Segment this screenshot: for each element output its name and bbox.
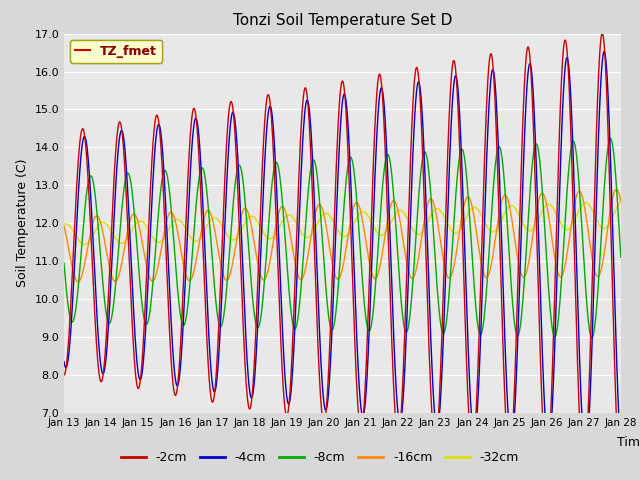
-2cm — [518, 149, 525, 155]
-8cm — [617, 254, 625, 260]
-16cm — [273, 218, 281, 224]
-8cm — [607, 136, 614, 142]
-8cm — [476, 330, 483, 336]
-16cm — [518, 273, 525, 278]
Legend: -2cm, -4cm, -8cm, -16cm, -32cm: -2cm, -4cm, -8cm, -16cm, -32cm — [116, 446, 524, 469]
-2cm — [161, 228, 169, 234]
Line: -8cm: -8cm — [64, 139, 621, 338]
-32cm — [273, 229, 281, 235]
-2cm — [394, 433, 402, 439]
-32cm — [60, 222, 68, 228]
-4cm — [422, 203, 430, 208]
-32cm — [617, 199, 625, 205]
-2cm — [476, 321, 483, 326]
-32cm — [518, 218, 525, 224]
-4cm — [394, 409, 402, 415]
-4cm — [600, 48, 608, 54]
-4cm — [582, 450, 589, 456]
X-axis label: Time: Time — [616, 435, 640, 448]
-16cm — [612, 186, 620, 192]
-8cm — [518, 310, 525, 316]
-8cm — [273, 160, 280, 166]
-16cm — [476, 251, 483, 256]
-16cm — [161, 224, 169, 230]
Line: -4cm: -4cm — [64, 51, 621, 453]
-2cm — [422, 256, 430, 262]
-8cm — [422, 151, 430, 157]
-4cm — [60, 359, 68, 365]
-2cm — [598, 30, 606, 36]
-4cm — [518, 213, 525, 218]
-2cm — [273, 232, 280, 238]
-8cm — [588, 335, 596, 341]
Line: -2cm: -2cm — [64, 33, 621, 477]
-4cm — [273, 188, 280, 194]
Y-axis label: Soil Temperature (C): Soil Temperature (C) — [16, 159, 29, 288]
Title: Tonzi Soil Temperature Set D: Tonzi Soil Temperature Set D — [233, 13, 452, 28]
-16cm — [60, 223, 68, 229]
-8cm — [60, 260, 68, 266]
-16cm — [394, 208, 402, 214]
-8cm — [161, 168, 169, 173]
-4cm — [617, 445, 625, 451]
-32cm — [81, 242, 88, 248]
-8cm — [394, 254, 402, 260]
-4cm — [476, 364, 483, 370]
-16cm — [74, 279, 82, 285]
-16cm — [617, 198, 625, 204]
-2cm — [60, 372, 68, 378]
Line: -16cm: -16cm — [64, 189, 621, 282]
-4cm — [161, 191, 169, 197]
-32cm — [422, 222, 430, 228]
-32cm — [161, 233, 169, 239]
Legend: TZ_fmet: TZ_fmet — [70, 40, 162, 63]
Line: -32cm: -32cm — [64, 202, 621, 245]
-2cm — [617, 474, 625, 480]
-32cm — [476, 209, 483, 215]
-16cm — [422, 207, 430, 213]
-32cm — [394, 208, 402, 214]
